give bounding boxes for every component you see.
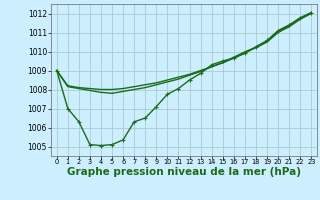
X-axis label: Graphe pression niveau de la mer (hPa): Graphe pression niveau de la mer (hPa) [67,167,301,177]
